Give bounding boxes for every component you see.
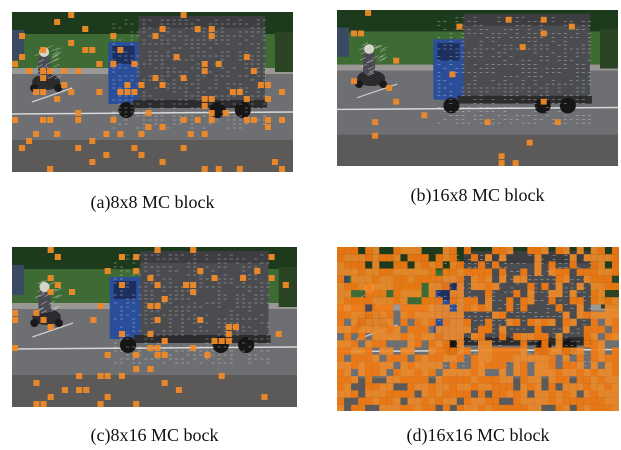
motion-vector-overlay: [34, 254, 270, 364]
mc-block-highlights: [12, 247, 289, 407]
mc-block-highlights: [12, 12, 285, 172]
motion-vector-overlay: [359, 17, 591, 124]
mc-block-highlights: [351, 10, 575, 166]
caption-panel-d: (d)16x16 MC block: [406, 425, 550, 445]
panel-b-16x8-mc-block: [337, 10, 618, 166]
panel-a-8x8-mc-block: [12, 12, 293, 172]
scene-image: [12, 12, 293, 172]
mc-block-highlights: [337, 247, 619, 411]
caption-panel-c: (c)8x16 MC bock: [90, 425, 219, 445]
panel-d-16x16-mc-block: [337, 247, 619, 411]
scene-image: [12, 247, 297, 407]
scene-image: [337, 247, 619, 411]
caption-panel-b: (b)16x8 MC block: [410, 185, 545, 205]
caption-panel-a: (a)8x8 MC block: [90, 192, 215, 212]
panel-c-8x16-mc-block: [12, 247, 297, 407]
scene-image: [337, 10, 618, 166]
